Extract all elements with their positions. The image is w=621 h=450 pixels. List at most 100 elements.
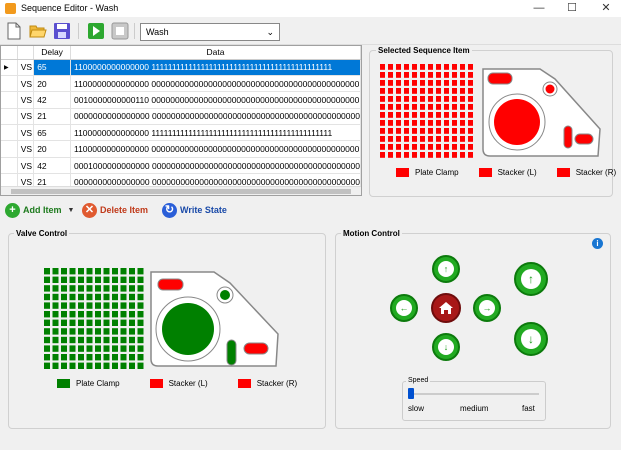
home-button[interactable]: [431, 293, 461, 323]
well: [69, 293, 76, 301]
well: [86, 345, 93, 352]
well: [78, 311, 84, 318]
well: [404, 104, 409, 110]
minimize-button[interactable]: —: [533, 2, 545, 14]
legend-label: Stacker (R): [256, 379, 298, 388]
well: [120, 319, 127, 326]
valve-plate-clamp-toggle[interactable]: [162, 303, 214, 355]
data-cell[interactable]: 1100000000000000 00000000000000000000000…: [70, 75, 361, 93]
maximize-button[interactable]: ☐: [567, 2, 577, 14]
table-row[interactable]: VS 20 1100000000000000 0000000000000000000…: [1, 75, 361, 93]
dropdown-arrow-icon[interactable]: ▼: [67, 206, 75, 214]
plus-icon: +: [5, 202, 20, 218]
table-row[interactable]: VS 65 1100000000000000 1111111111111111111…: [1, 124, 361, 142]
data-column-header[interactable]: Data: [70, 46, 361, 60]
valve-well-grid[interactable]: [44, 268, 144, 369]
well: [52, 268, 59, 275]
valve-stacker-right-toggle[interactable]: [243, 342, 269, 355]
sequence-select[interactable]: Wash ⌄: [140, 23, 280, 41]
home-icon: [439, 302, 453, 314]
write-state-button[interactable]: ↻ Write State: [162, 202, 227, 218]
valve-toggle[interactable]: [226, 339, 237, 366]
delay-cell[interactable]: 65: [33, 124, 71, 142]
well: [412, 112, 417, 118]
row-selector[interactable]: ▶: [1, 59, 18, 76]
row-selector[interactable]: [1, 108, 18, 126]
row-selector[interactable]: [1, 91, 18, 109]
data-cell[interactable]: 0010000000000110 00000000000000000000000…: [70, 91, 361, 109]
add-item-button[interactable]: + Add Item ▼: [5, 202, 74, 218]
delay-cell[interactable]: 42: [33, 157, 71, 175]
well: [129, 293, 135, 301]
well: [69, 328, 76, 335]
delay-cell[interactable]: 20: [33, 75, 71, 93]
data-cell[interactable]: 0000000000000000 00000000000000000000000…: [70, 108, 361, 126]
table-row[interactable]: VS 20 1100000000000000 0000000000000000000…: [1, 140, 361, 158]
row-selector[interactable]: [1, 75, 18, 93]
table-row[interactable]: VS 21 0000000000000000 0000000000000000000…: [1, 108, 361, 126]
well: [396, 72, 401, 78]
horizontal-scrollbar[interactable]: [1, 186, 361, 195]
type-cell[interactable]: VS: [17, 75, 35, 93]
stacker-up-button[interactable]: ↑: [514, 262, 548, 296]
well: [444, 96, 449, 102]
row-selector[interactable]: [1, 124, 18, 142]
well: [428, 136, 433, 142]
type-cell[interactable]: VS: [17, 91, 35, 109]
save-icon[interactable]: [53, 22, 71, 40]
well: [436, 136, 441, 142]
stacker-left-indicator: [487, 72, 513, 85]
table-row[interactable]: ▶ VS 65 1100000000000000 111111111111111111…: [1, 59, 361, 76]
sequence-table[interactable]: Delay Data ▶ VS 65 1100000000000000 1111111…: [0, 45, 362, 196]
well: [428, 80, 433, 86]
move-down-button[interactable]: ↓: [432, 333, 460, 361]
scroll-thumb[interactable]: [11, 189, 351, 194]
delay-column-header[interactable]: Delay: [33, 46, 71, 60]
data-cell[interactable]: 1100000000000000 11111111111111111111111…: [70, 124, 361, 142]
close-button[interactable]: ✕: [601, 2, 611, 14]
type-cell[interactable]: VS: [17, 108, 35, 126]
well: [412, 120, 417, 126]
well: [137, 285, 144, 292]
data-cell[interactable]: 1100000000000000 11111111111111111111111…: [70, 59, 361, 76]
open-folder-icon[interactable]: [29, 22, 47, 40]
selected-item-diagram: [380, 64, 601, 158]
delay-cell[interactable]: 20: [33, 140, 71, 158]
well: [120, 362, 127, 369]
speed-track[interactable]: [409, 393, 539, 395]
type-cell[interactable]: VS: [17, 157, 35, 175]
valve-stacker-left-toggle[interactable]: [157, 278, 184, 291]
well: [468, 152, 473, 158]
well: [460, 128, 465, 134]
arrow-left-icon: ←: [396, 300, 412, 316]
move-up-button[interactable]: ↑: [432, 255, 460, 283]
well: [44, 302, 50, 309]
well: [388, 88, 393, 94]
well: [44, 285, 50, 292]
delay-cell[interactable]: 65: [33, 59, 71, 76]
play-icon[interactable]: [87, 22, 105, 40]
data-cell[interactable]: 0001000000000000 00000000000000000000000…: [70, 157, 361, 175]
stacker-down-button[interactable]: ↓: [514, 322, 548, 356]
data-cell[interactable]: 1100000000000000 00000000000000000000000…: [70, 140, 361, 158]
delay-cell[interactable]: 21: [33, 108, 71, 126]
row-selector[interactable]: [1, 140, 18, 158]
delay-cell[interactable]: 42: [33, 91, 71, 109]
stop-icon[interactable]: [111, 22, 129, 40]
valve-sensor-toggle[interactable]: [220, 290, 230, 300]
move-right-button[interactable]: →: [473, 294, 501, 322]
delete-item-button[interactable]: ✕ Delete Item: [82, 202, 148, 218]
row-selector[interactable]: [1, 157, 18, 175]
type-cell[interactable]: VS: [17, 140, 35, 158]
move-left-button[interactable]: ←: [390, 294, 418, 322]
table-row[interactable]: VS 42 0001000000000000 0000000000000000000…: [1, 157, 361, 175]
table-row[interactable]: VS 42 0010000000000110 0000000000000000000…: [1, 91, 361, 109]
speed-slider-thumb[interactable]: [408, 388, 414, 399]
info-icon[interactable]: i: [592, 238, 603, 249]
type-cell[interactable]: VS: [17, 124, 35, 142]
type-cell[interactable]: VS: [17, 59, 35, 76]
well: [420, 64, 425, 70]
new-file-icon[interactable]: [5, 22, 23, 40]
well: [380, 104, 385, 110]
well: [137, 345, 144, 352]
